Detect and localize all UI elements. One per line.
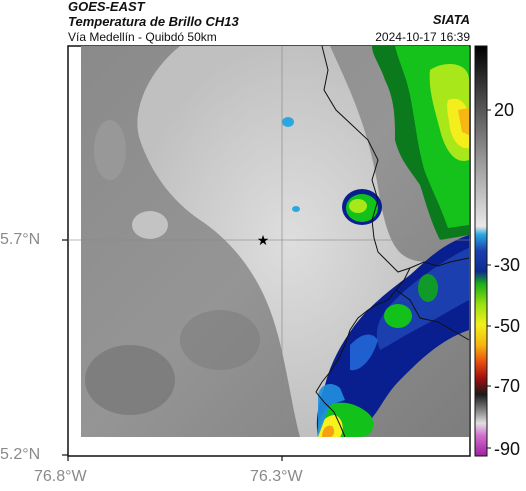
map-plot-area [67,45,471,457]
colorbar-tick-label: 20 [494,100,515,120]
route-subtitle: Vía Medellín - Quibdó 50km [68,30,217,44]
boundary-line-south [315,267,411,438]
location-marker-star: ★ [257,233,270,249]
small-cell-north [282,117,294,127]
colorbar-tick-label: -70 [494,376,521,396]
lon-tick-label: 76.3°W [250,468,303,485]
satellite-title: GOES-EAST [68,0,145,14]
org-label: SIATA [432,12,470,27]
lat-tick-label: 5.7°N [0,231,41,248]
colorbar-tick-label: -30 [494,255,521,275]
product-title: Temperatura de Brillo CH13 [68,14,239,29]
lat-tick-label: 5.2°N [0,446,41,463]
datetime-label: 2024-10-17 16:39 [375,30,470,44]
colorbar [474,45,491,457]
lon-tick-label: 76.8°W [34,468,87,485]
colorbar-tick-label: -90 [494,439,521,459]
colorbar-tick-label: -50 [494,316,521,336]
boundary-line-north [321,45,470,273]
